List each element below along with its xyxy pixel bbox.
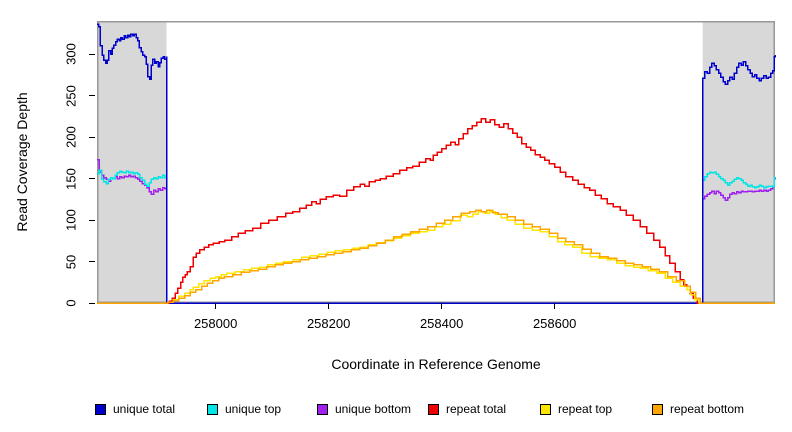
- legend-swatch: [540, 403, 551, 415]
- plot-area: [97, 21, 776, 304]
- legend-item-unique-total: unique total: [95, 402, 176, 416]
- y-axis-title: Read Coverage Depth: [14, 92, 30, 232]
- y-tick-label: 50: [63, 254, 79, 269]
- legend-item-label: unique top: [225, 402, 282, 416]
- masked-region: [97, 21, 167, 303]
- x-axis-title: Coordinate in Reference Genome: [331, 356, 541, 372]
- y-axis-tick: [89, 302, 95, 304]
- y-tick-label: 300: [63, 43, 79, 66]
- x-axis-tick: [328, 303, 330, 309]
- legend-item-label: repeat bottom: [670, 402, 745, 416]
- y-axis-tick: [89, 219, 95, 221]
- x-axis-tick: [215, 303, 217, 309]
- legend-item-label: repeat total: [446, 402, 507, 416]
- series-line-unique-top: [97, 169, 776, 304]
- y-axis-tick: [89, 261, 95, 263]
- legend-swatch: [207, 403, 218, 415]
- legend-item-unique-bottom: unique bottom: [317, 402, 412, 416]
- legend-swatch: [428, 403, 439, 415]
- series-line-unique-total: [97, 23, 776, 304]
- y-tick-label: 150: [63, 167, 79, 190]
- legend-item-label: repeat top: [558, 402, 613, 416]
- plot-border: [97, 21, 775, 303]
- legend-item-repeat-total: repeat total: [428, 402, 507, 416]
- x-tick-label: 258000: [193, 316, 238, 331]
- y-axis-tick: [89, 178, 95, 180]
- series-line-repeat-bottom: [97, 209, 775, 304]
- x-axis-tick: [441, 303, 443, 309]
- y-axis-tick: [89, 95, 95, 97]
- legend-swatch: [95, 403, 106, 415]
- series-line-repeat-total: [97, 118, 775, 304]
- x-tick-label: 258400: [419, 316, 464, 331]
- y-tick-label: 250: [63, 84, 79, 107]
- y-tick-label: 0: [63, 299, 79, 307]
- legend-item-label: unique bottom: [335, 402, 412, 416]
- x-tick-label: 258200: [306, 316, 351, 331]
- y-axis-tick: [89, 53, 95, 55]
- legend-item-repeat-bottom: repeat bottom: [652, 402, 745, 416]
- legend-swatch: [652, 403, 663, 415]
- y-tick-label: 100: [63, 209, 79, 231]
- y-tick-label: 200: [63, 126, 79, 148]
- legend-item-unique-top: unique top: [207, 402, 282, 416]
- series-line-repeat-top: [97, 211, 775, 304]
- legend-item-label: unique total: [113, 402, 176, 416]
- legend-swatch: [317, 403, 328, 415]
- y-axis-tick: [89, 136, 95, 138]
- x-axis-tick: [554, 303, 556, 309]
- legend-item-repeat-top: repeat top: [540, 402, 613, 416]
- x-tick-label: 258600: [532, 316, 577, 331]
